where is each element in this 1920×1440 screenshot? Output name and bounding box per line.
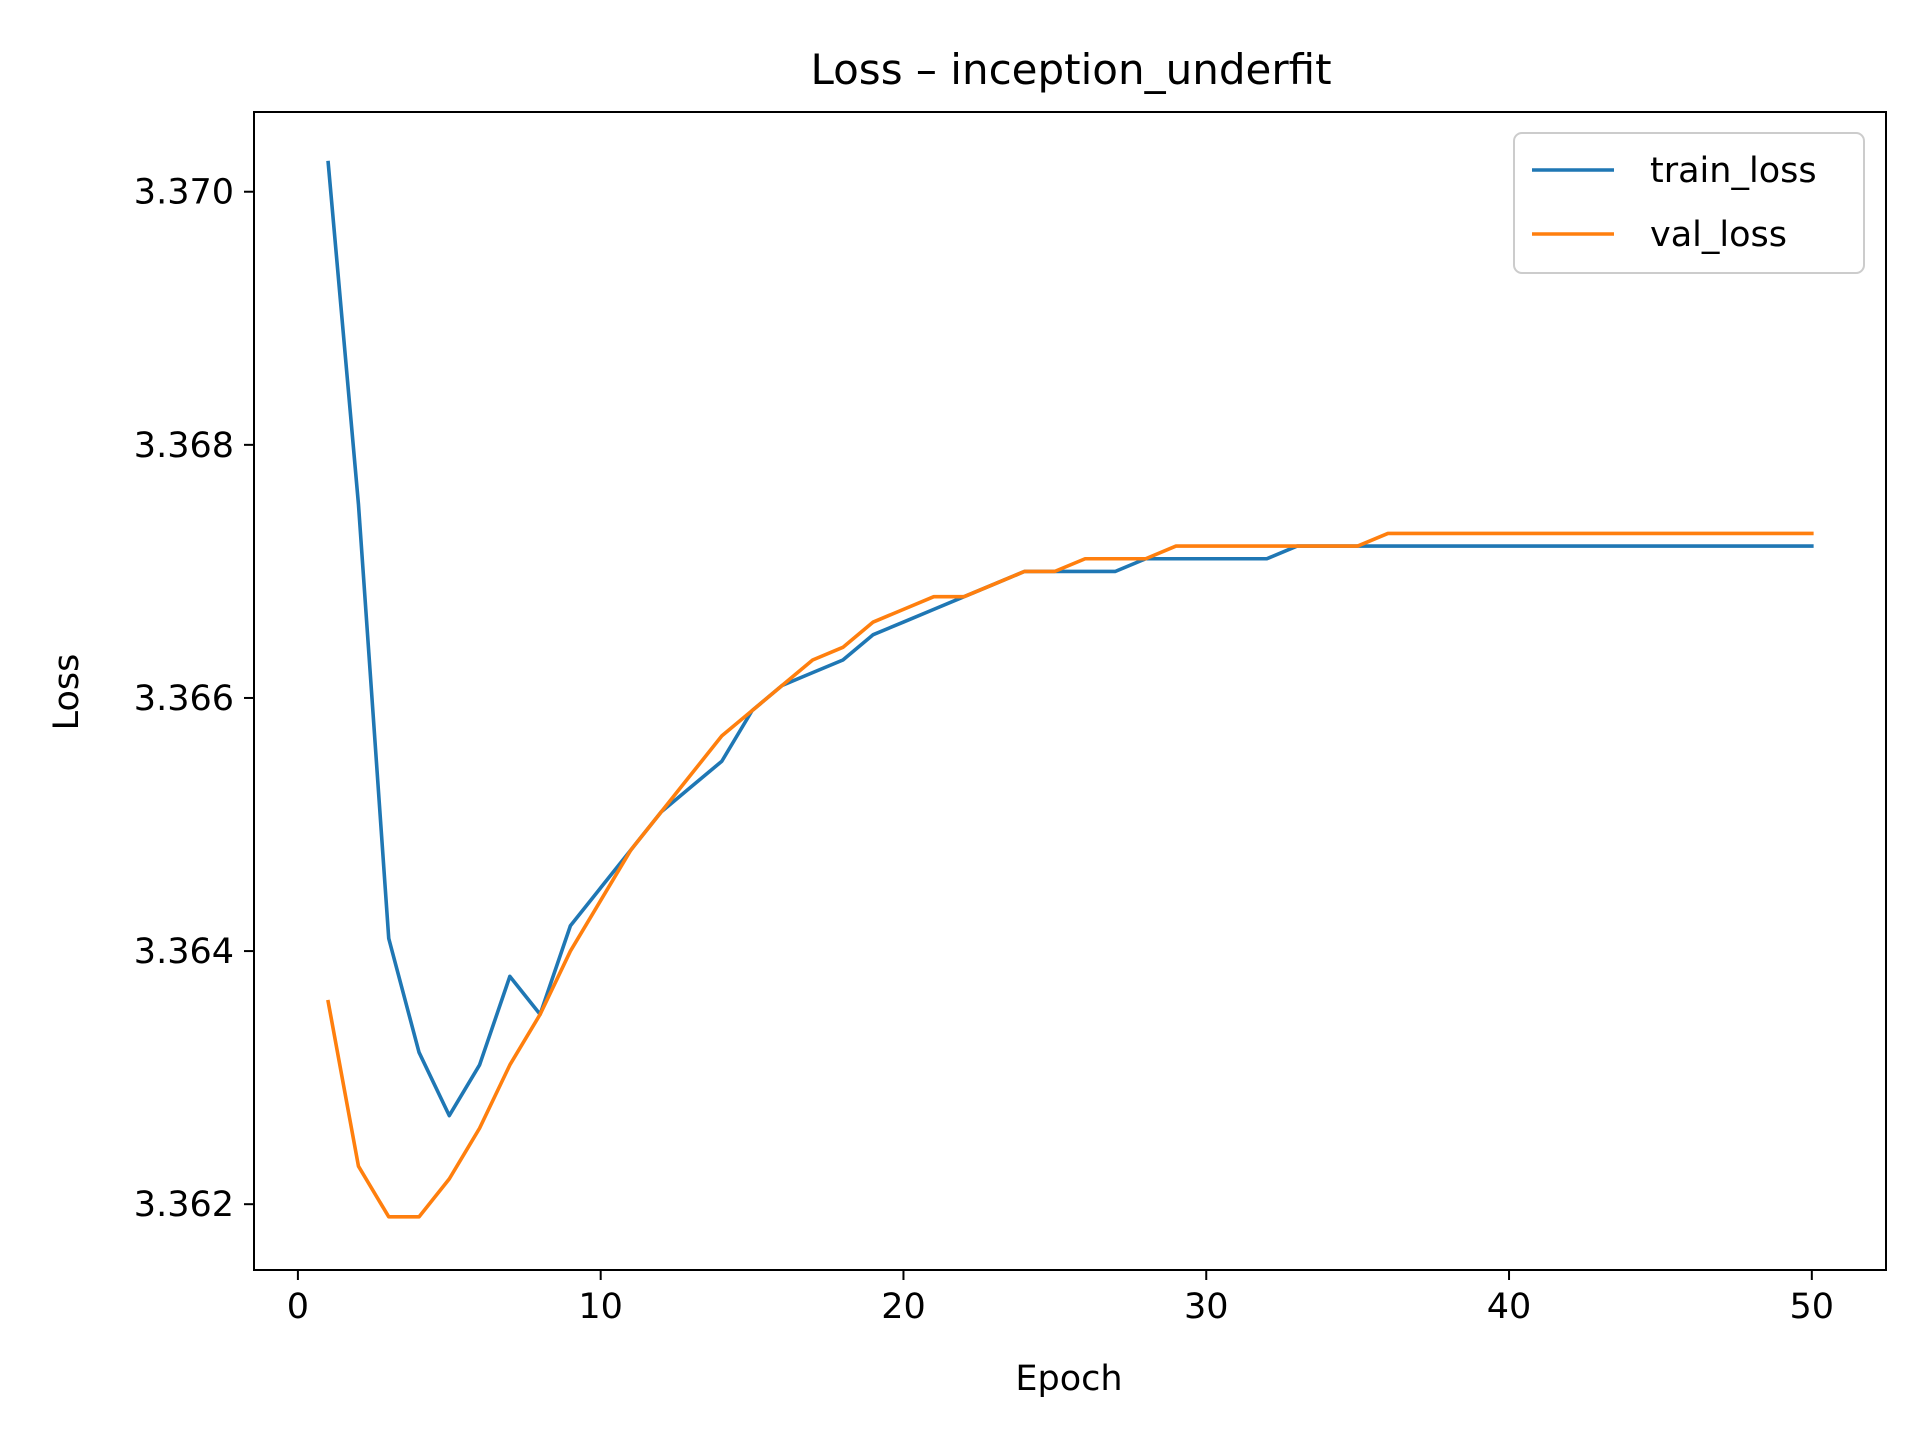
legend: train_loss val_loss [1513,132,1865,274]
y-tick-label: 3.364 [134,932,234,972]
series-lines [326,160,1814,1219]
x-tick-label: 50 [1790,1287,1835,1327]
x-axis: 0 10 20 30 40 50 [287,1270,1834,1327]
legend-label-val-loss: val_loss [1650,215,1787,255]
plot-area [253,111,1887,1271]
x-tick-label: 20 [881,1287,926,1327]
y-tick-label: 3.368 [134,426,234,466]
legend-label-train-loss: train_loss [1650,151,1817,191]
series-line-train-loss [326,160,1814,1118]
y-tick-label: 3.366 [134,679,234,719]
y-axis-label: Loss [47,654,87,731]
x-tick-label: 40 [1487,1287,1532,1327]
legend-box [1513,132,1865,274]
y-tick-label: 3.370 [134,173,234,213]
y-tick-label: 3.362 [134,1185,234,1225]
x-tick-label: 0 [287,1287,309,1327]
x-tick-label: 10 [578,1287,623,1327]
chart-title: Loss – inception_underfit [810,45,1331,94]
plot-frame [253,111,1887,1271]
y-axis: 3.362 3.364 3.366 3.368 3.370 [134,173,254,1225]
x-tick-label: 30 [1184,1287,1229,1327]
series-line-val-loss [326,531,1814,1219]
x-axis-label: Epoch [1015,1359,1122,1399]
